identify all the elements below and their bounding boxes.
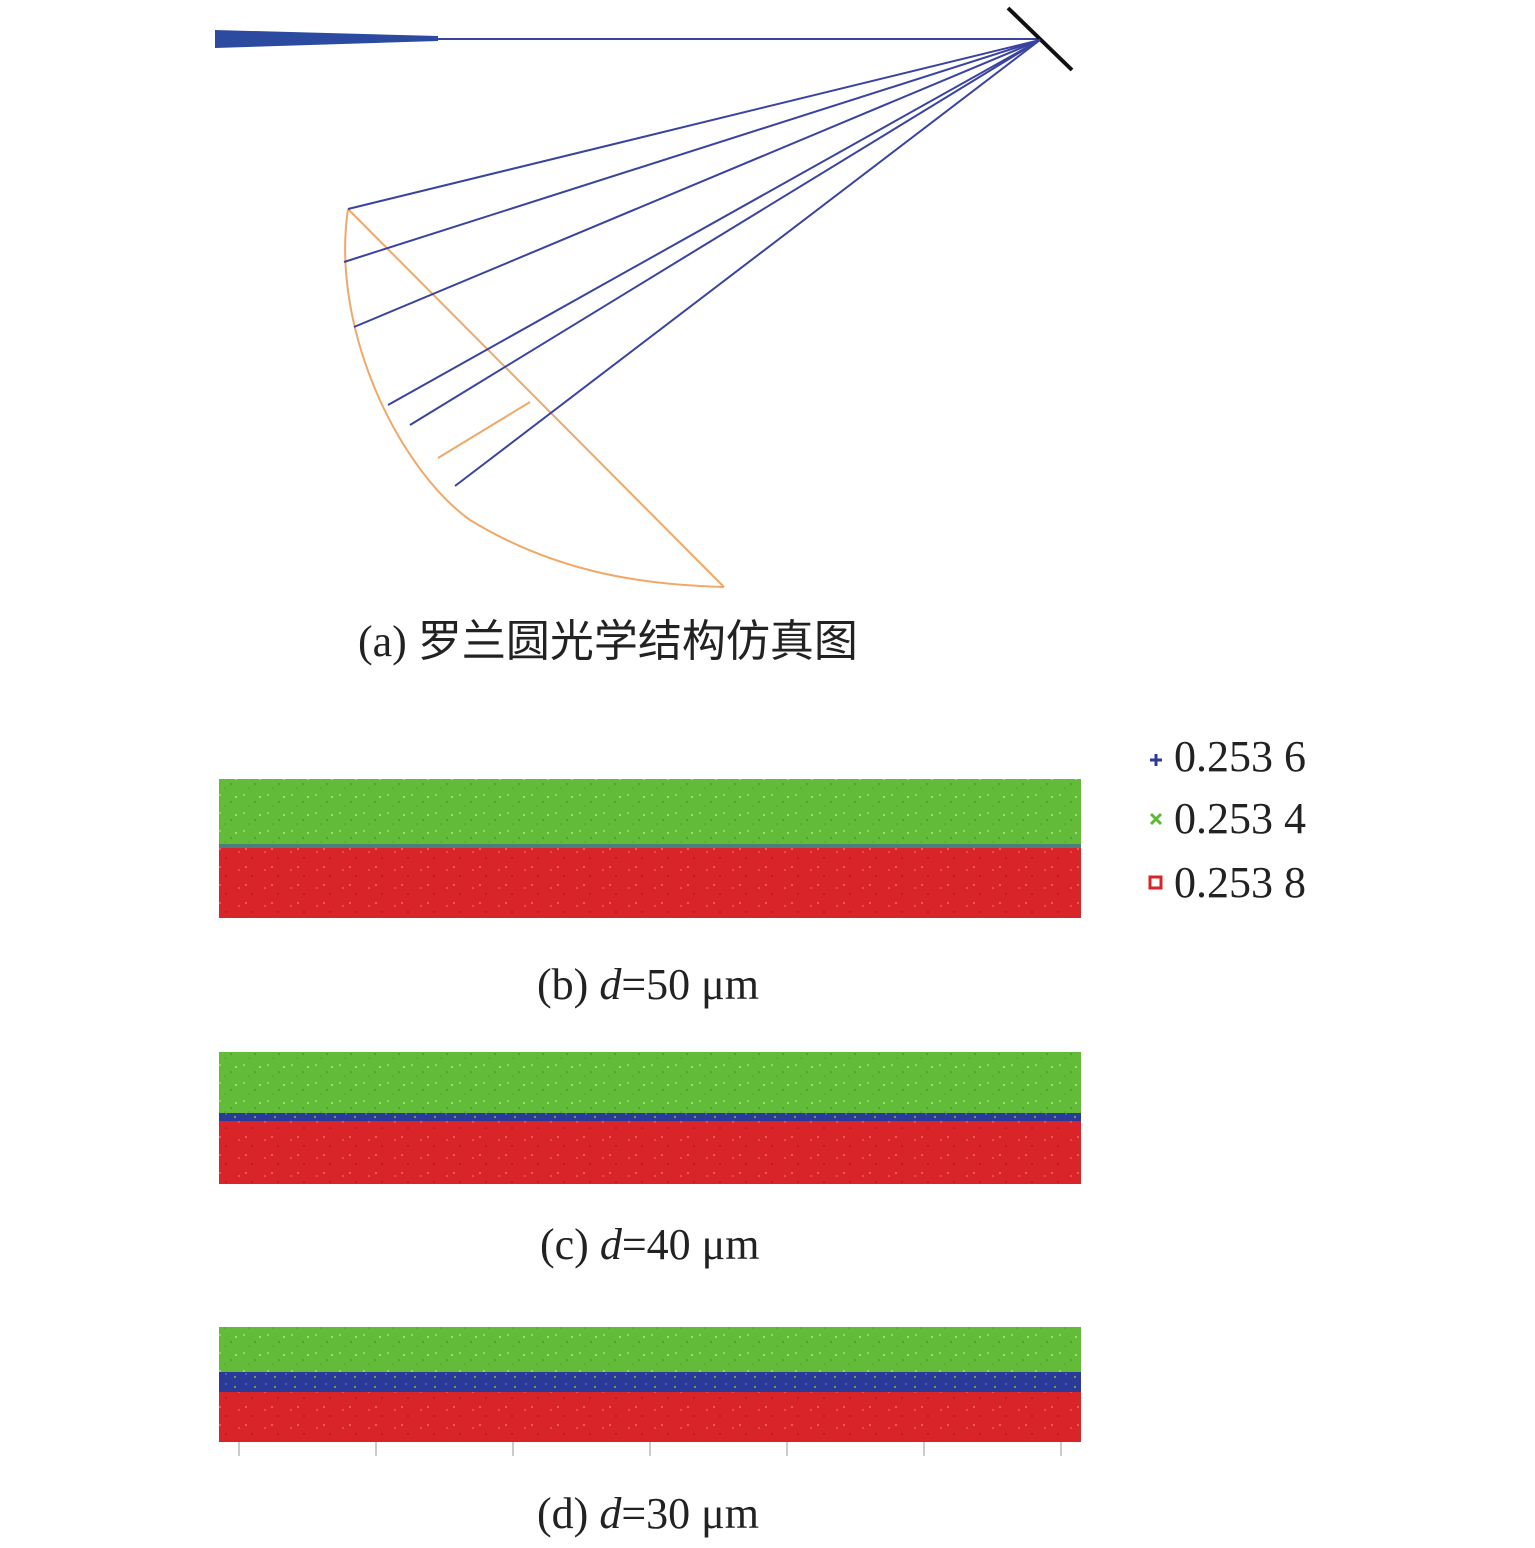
caption-b: (b) d=50 μm <box>537 963 759 1007</box>
panel-d-plot <box>219 1327 1081 1456</box>
caption-c: (c) d=40 μm <box>540 1223 759 1267</box>
caption-a-text: (a) 罗兰圆光学结构仿真图 <box>358 617 858 666</box>
band-red <box>219 1392 1081 1442</box>
legend-label: 0.253 4 <box>1174 794 1306 843</box>
caption-d-var: d <box>599 1489 622 1538</box>
caption-c-prefix: (c) <box>540 1220 600 1269</box>
caption-b-var: d <box>599 960 622 1009</box>
caption-c-value: =40 μm <box>621 1220 760 1269</box>
caption-c-var: d <box>599 1220 622 1269</box>
incident-beam <box>215 30 438 48</box>
rowland-circle <box>344 208 725 588</box>
caption-d: (d) d=30 μm <box>537 1492 759 1536</box>
band-blue <box>219 1113 1081 1121</box>
legend-item-3: 0.253 8 <box>1148 858 1306 907</box>
caption-a: (a) 罗兰圆光学结构仿真图 <box>358 620 858 664</box>
caption-d-value: =30 μm <box>621 1489 759 1538</box>
band-green <box>219 779 1081 848</box>
caption-d-prefix: (d) <box>537 1489 600 1538</box>
band-blue-sparse <box>219 844 1081 848</box>
cross-marker-icon <box>1149 812 1163 826</box>
caption-b-value: =50 μm <box>621 960 759 1009</box>
legend-item-1: 0.253 6 <box>1150 732 1306 781</box>
panel-c-plot <box>219 1052 1081 1184</box>
legend: 0.253 6 0.253 4 0.253 8 <box>1148 732 1306 907</box>
grating-icon <box>1006 6 1074 72</box>
plus-marker-icon <box>1150 754 1162 766</box>
panel-a-diagram <box>215 6 1074 588</box>
panel-b-plot <box>219 779 1081 918</box>
band-green <box>219 1052 1081 1116</box>
legend-label: 0.253 8 <box>1174 858 1306 907</box>
square-marker-icon <box>1148 875 1163 890</box>
legend-item-2: 0.253 4 <box>1149 794 1306 843</box>
band-blue <box>219 1372 1081 1392</box>
legend-label: 0.253 6 <box>1174 732 1306 781</box>
band-red <box>219 1121 1081 1184</box>
band-green <box>219 1327 1081 1373</box>
diffracted-rays <box>343 39 1041 487</box>
x-axis-ticks <box>238 1442 1062 1456</box>
band-red <box>219 848 1081 918</box>
caption-b-prefix: (b) <box>537 960 600 1009</box>
